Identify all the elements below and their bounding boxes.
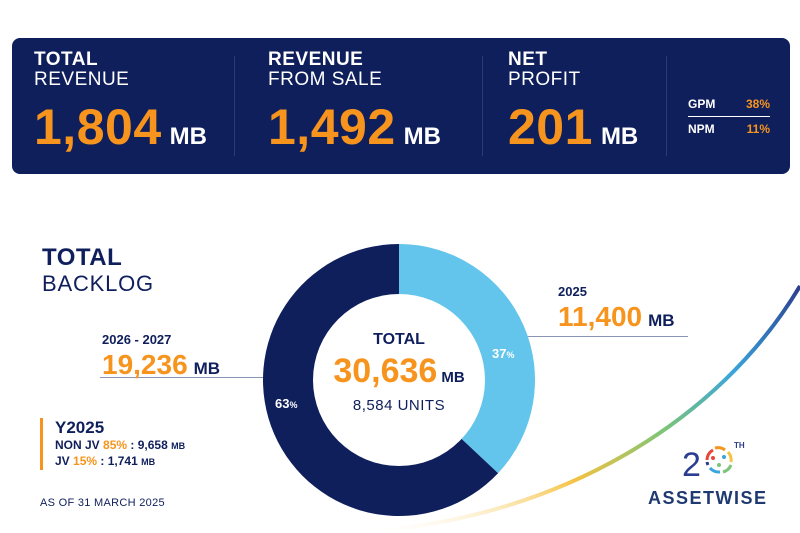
backlog-title: TOTAL bbox=[42, 244, 123, 271]
connector-line-right bbox=[470, 336, 688, 337]
pct-sign: % bbox=[289, 400, 298, 410]
ratio-row-gpm: GPM 38% bbox=[688, 96, 770, 112]
kpi-value: 201 bbox=[508, 99, 593, 155]
row-pct: 85% bbox=[103, 438, 128, 452]
segment-unit: MB bbox=[648, 311, 675, 330]
logo-brand: ASSETWISE bbox=[648, 488, 768, 508]
row-label: JV bbox=[55, 454, 70, 468]
kpi-revenue-from-sale: REVENUE FROM SALE 1,492 MB bbox=[268, 49, 441, 156]
y2025-row-jv: JV 15% : 1,741 MB bbox=[55, 454, 185, 470]
center-label: TOTAL bbox=[373, 331, 425, 348]
profit-ratios: GPM 38% NPM 11% bbox=[688, 96, 770, 137]
connector-line-left bbox=[100, 377, 285, 378]
ratio-value: 11% bbox=[746, 122, 770, 136]
kpi-title: TOTAL bbox=[34, 49, 99, 70]
row-pct: 15% bbox=[73, 454, 98, 468]
pct-label-2026-2027: 63% bbox=[275, 396, 297, 411]
pct-value: 37 bbox=[492, 346, 507, 361]
center-value: 30,636 bbox=[333, 352, 438, 390]
kpi-value: 1,804 bbox=[34, 99, 162, 155]
kpi-unit: MB bbox=[403, 123, 441, 150]
divider bbox=[666, 56, 667, 156]
pct-label-2025: 37% bbox=[492, 346, 514, 361]
segment-value: 11,400 bbox=[558, 301, 643, 332]
row-unit: MB bbox=[141, 457, 156, 467]
row-unit: MB bbox=[171, 441, 186, 451]
center-units: 8,584 UNITS bbox=[352, 397, 446, 414]
ratio-label: GPM bbox=[688, 97, 716, 111]
kpi-subtitle: PROFIT bbox=[508, 69, 581, 90]
row-sep: : bbox=[130, 438, 135, 452]
pct-value: 63 bbox=[275, 396, 290, 411]
kpi-unit: MB bbox=[169, 123, 207, 150]
segment-label: 2026 - 2027 bbox=[102, 332, 172, 347]
assetwise-logo: 2 TH ASSETWISE bbox=[648, 438, 783, 508]
row-label: NON JV bbox=[55, 438, 100, 452]
ratio-row-npm: NPM 11% bbox=[688, 121, 770, 137]
ratio-value: 38% bbox=[745, 97, 770, 111]
ratio-label: NPM bbox=[688, 122, 715, 136]
y2025-row-nonjv: NON JV 85% : 9,658 MB bbox=[55, 438, 185, 454]
logo-sup: TH bbox=[734, 441, 745, 450]
divider bbox=[482, 56, 483, 156]
segment-label: 2025 bbox=[558, 284, 587, 299]
kpi-title: REVENUE bbox=[268, 49, 364, 70]
row-value: 9,658 bbox=[137, 438, 168, 452]
kpi-banner: TOTAL REVENUE 1,804 MB REVENUE FROM SALE … bbox=[12, 38, 790, 174]
divider bbox=[234, 56, 235, 156]
y2025-breakdown: Y2025 NON JV 85% : 9,658 MB JV 15% : 1,7… bbox=[40, 418, 185, 470]
backlog-2025: 2025 11,400 MB bbox=[558, 284, 675, 333]
kpi-net-profit: NET PROFIT 201 MB bbox=[508, 49, 638, 156]
kpi-subtitle: REVENUE bbox=[34, 69, 130, 90]
pct-sign: % bbox=[506, 350, 515, 360]
svg-text:2: 2 bbox=[682, 446, 701, 484]
y2025-title: Y2025 bbox=[55, 418, 105, 437]
as-of-date: AS OF 31 MARCH 2025 bbox=[40, 497, 165, 509]
kpi-value: 1,492 bbox=[268, 99, 396, 155]
anniversary-20th-icon: 2 TH bbox=[682, 441, 745, 484]
row-value: 1,741 bbox=[107, 454, 138, 468]
donut-hole bbox=[313, 294, 485, 466]
ratio-separator bbox=[688, 116, 770, 117]
backlog-2026-2027: 2026 - 2027 19,236 MB bbox=[102, 332, 220, 381]
kpi-unit: MB bbox=[600, 123, 639, 150]
donut-center: TOTAL 30,636 MB 8,584 UNITS bbox=[263, 244, 535, 516]
backlog-subtitle: BACKLOG bbox=[42, 271, 154, 296]
kpi-title: NET bbox=[508, 49, 548, 70]
segment-unit: MB bbox=[193, 359, 221, 378]
row-sep: : bbox=[100, 454, 105, 468]
center-unit: MB bbox=[441, 369, 465, 386]
backlog-donut-chart bbox=[263, 244, 535, 516]
segment-value: 19,236 bbox=[102, 349, 188, 380]
kpi-subtitle: FROM SALE bbox=[268, 69, 383, 90]
kpi-total-revenue: TOTAL REVENUE 1,804 MB bbox=[34, 49, 207, 156]
